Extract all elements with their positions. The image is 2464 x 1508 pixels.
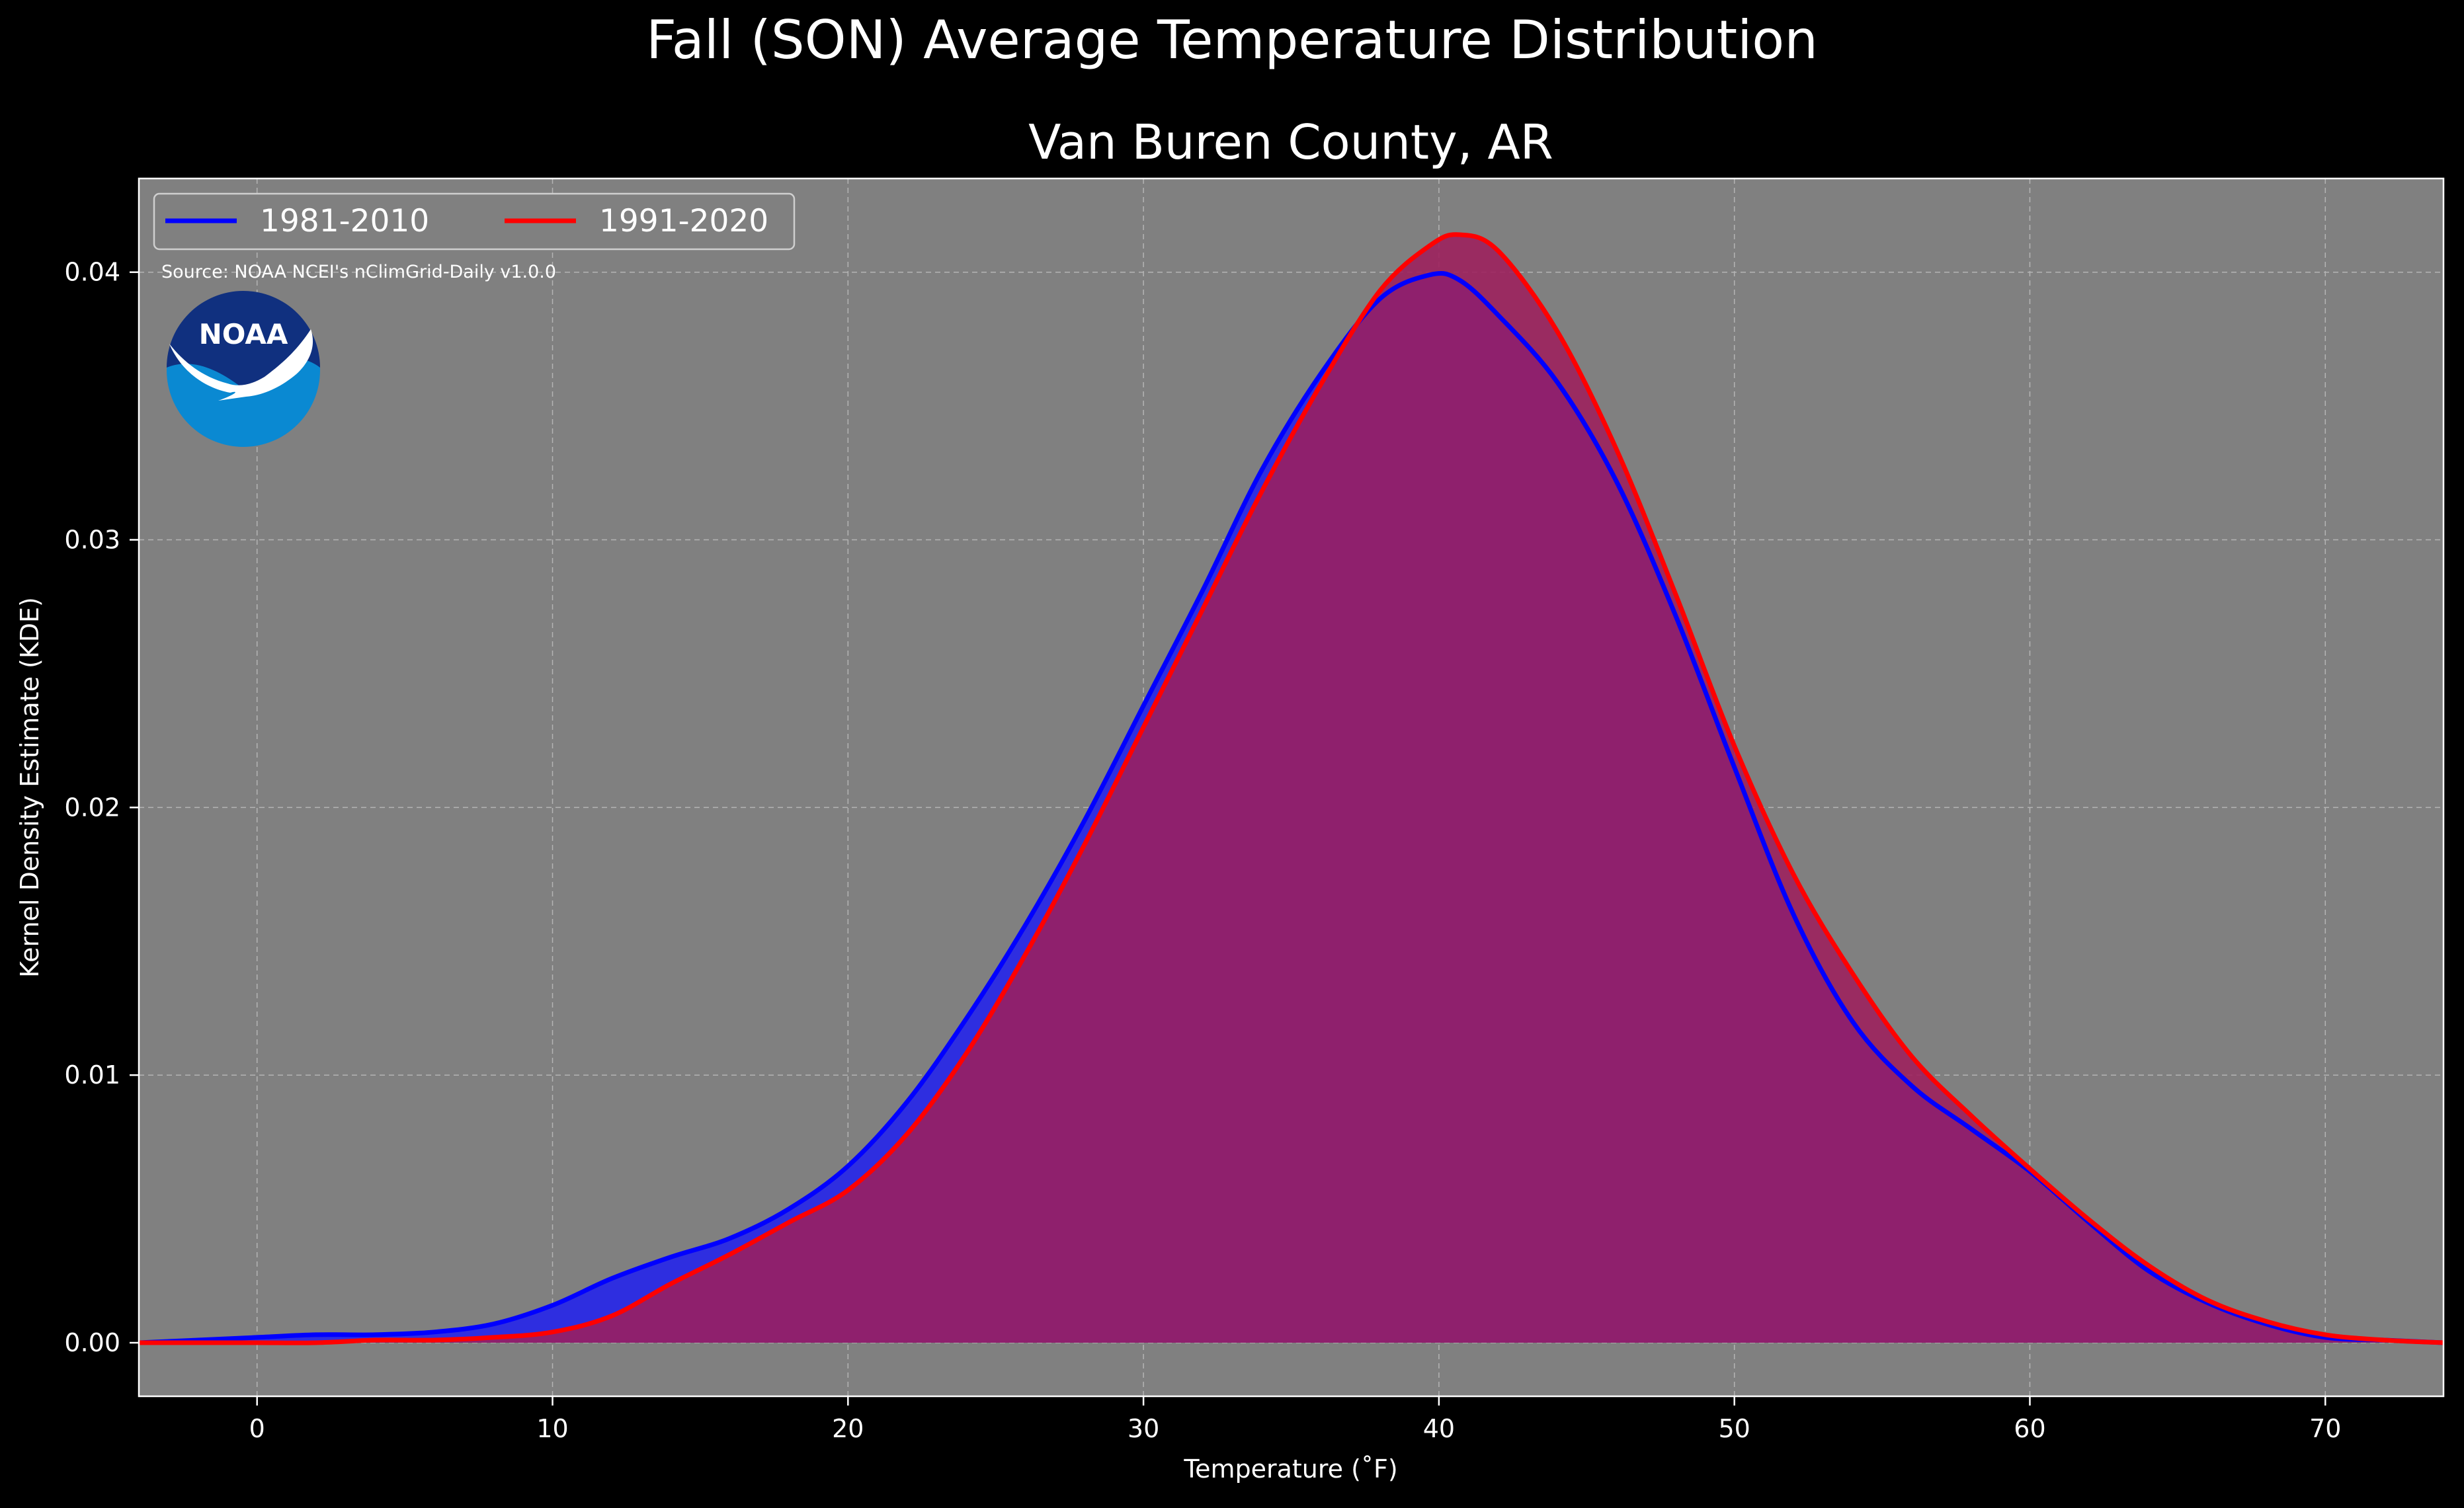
x-tick-label: 60	[2014, 1414, 2045, 1443]
x-tick-label: 10	[536, 1414, 568, 1443]
noaa-logo-gull	[169, 329, 313, 401]
y-tick-label: 0.03	[64, 526, 120, 555]
y-tick-label: 0.01	[64, 1060, 120, 1090]
series-line-1981-2010	[138, 271, 2444, 1345]
chart-title: Fall (SON) Average Temperature Distribut…	[646, 9, 1818, 71]
y-axis-label: Kernel Density Estimate (KDE)	[15, 597, 44, 978]
x-tick-label: 40	[1423, 1414, 1455, 1443]
legend-label-1981-2010: 1981-2010	[260, 203, 429, 239]
noaa-logo-top	[167, 291, 320, 390]
legend: 1981-2010 1991-2020	[153, 192, 796, 251]
series-layer	[138, 232, 2444, 1345]
y-tick-label: 0.00	[64, 1328, 120, 1357]
noaa-logo: NOAA	[167, 291, 320, 447]
legend-box	[153, 192, 796, 251]
area-fill-1991-2020	[139, 234, 2443, 1343]
noaa-logo-text: NOAA	[199, 318, 288, 350]
x-tick-label: 50	[1719, 1414, 1750, 1443]
x-tick-label: 0	[249, 1414, 265, 1443]
x-tick-label: 70	[2309, 1414, 2341, 1443]
y-tick-label: 0.04	[64, 258, 120, 287]
legend-label-1991-2020: 1991-2020	[599, 203, 768, 239]
axis-ticks: 0 10 20 30 40 50 60 70 0.00 0.01 0.02 0.03 0.04	[64, 258, 2341, 1443]
chart-subtitle: Van Buren County, AR	[1028, 114, 1553, 170]
x-tick-label: 30	[1128, 1414, 1159, 1443]
source-note: Source: NOAA NCEI's nClimGrid-Daily v1.0…	[161, 262, 556, 282]
plot-frame	[138, 177, 2445, 1398]
x-tick-label: 20	[832, 1414, 864, 1443]
x-axis-label: Temperature (˚F)	[1183, 1454, 1397, 1484]
y-tick-label: 0.02	[64, 793, 120, 822]
series-line-1991-2020	[139, 232, 2444, 1345]
